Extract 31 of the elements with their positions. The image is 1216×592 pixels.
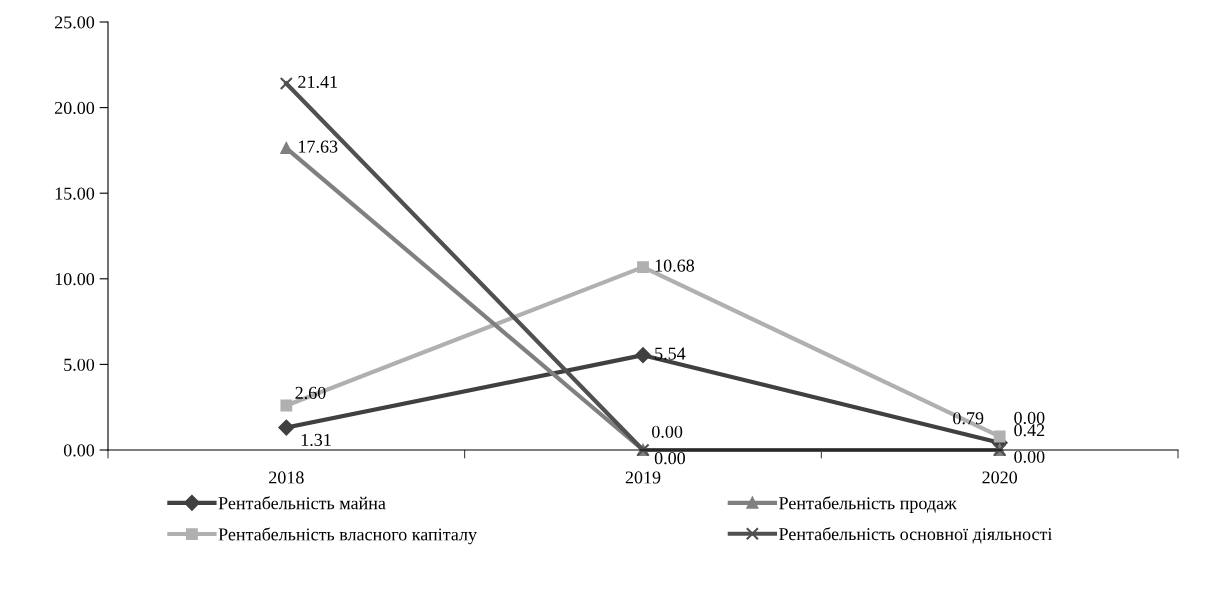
point [278, 419, 295, 436]
data-label: 0.00 [1014, 450, 1045, 463]
point [635, 347, 651, 364]
legend-label: Рентабельність майна [218, 496, 386, 510]
data-label: 0.00 [652, 425, 683, 438]
data-label: 0.00 [1014, 411, 1045, 425]
y-tick-label: 10.00 [55, 273, 95, 286]
x-tick-label: 2019 [625, 471, 661, 484]
data-label: 17.63 [299, 140, 338, 153]
y-tick-label: 0.00 [63, 444, 95, 457]
legend-label: Рентабельність основної діяльності [779, 527, 1053, 544]
data-label: 10.68 [655, 259, 695, 272]
data-label: 2.60 [295, 386, 326, 399]
y-tick-label: 15.00 [55, 187, 95, 200]
data-label: 5.54 [655, 347, 686, 360]
point [279, 76, 293, 91]
x-tick-label: 2018 [269, 471, 304, 484]
point [280, 399, 293, 412]
x-tick-label: 2020 [982, 471, 1018, 484]
legend-label: Рентабельність продаж [779, 496, 957, 513]
data-label: 0.42 [1014, 424, 1045, 437]
y-tick-label: 25.00 [54, 16, 95, 29]
y-tick-label: 5.00 [64, 358, 95, 371]
data-label: 0.79 [953, 412, 984, 425]
data-label: 1.31 [301, 433, 331, 447]
y-tick-label: 20.00 [54, 101, 95, 115]
point [637, 261, 649, 274]
legend-label: Рентабельність власного капіталу [218, 527, 477, 545]
data-label: 0.00 [654, 452, 686, 465]
point [993, 430, 1006, 443]
data-label: 21.41 [298, 75, 337, 89]
